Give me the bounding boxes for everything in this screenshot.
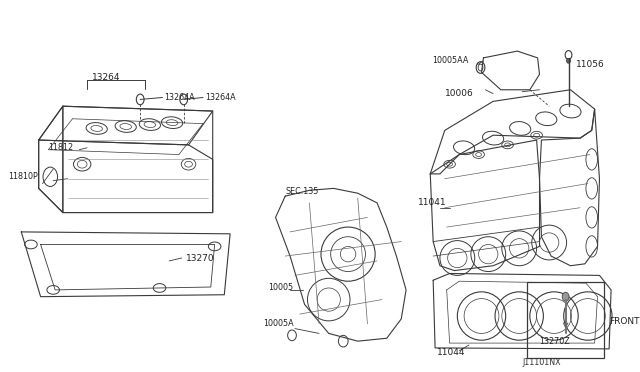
Text: 10006: 10006 [445, 89, 474, 98]
Text: 11041: 11041 [418, 198, 446, 208]
Ellipse shape [566, 58, 570, 63]
Text: SEC.135: SEC.135 [285, 187, 319, 196]
Text: 11810P: 11810P [8, 172, 38, 181]
Text: 13264A: 13264A [164, 93, 195, 102]
Text: 13264A: 13264A [205, 93, 236, 102]
Text: 13270: 13270 [186, 253, 214, 263]
Text: 11056: 11056 [576, 60, 605, 69]
Text: J11101NX: J11101NX [522, 358, 561, 367]
Text: 13270Z: 13270Z [540, 337, 570, 346]
Text: 10005AA: 10005AA [432, 56, 468, 65]
Text: 10005: 10005 [268, 283, 293, 292]
Text: 10005A: 10005A [263, 319, 294, 328]
Text: 11044: 11044 [437, 348, 465, 357]
Bar [527, 282, 604, 357]
Text: 13264: 13264 [92, 73, 120, 82]
Text: 11812: 11812 [49, 143, 74, 152]
Ellipse shape [562, 292, 569, 301]
Text: FRONT: FRONT [609, 317, 639, 326]
